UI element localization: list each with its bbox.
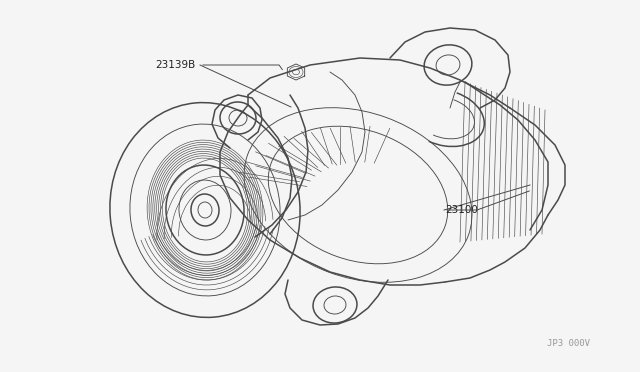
Text: 23100: 23100 <box>445 205 478 215</box>
Text: 23139B: 23139B <box>155 60 195 70</box>
Text: JP3 000V: JP3 000V <box>547 339 590 348</box>
